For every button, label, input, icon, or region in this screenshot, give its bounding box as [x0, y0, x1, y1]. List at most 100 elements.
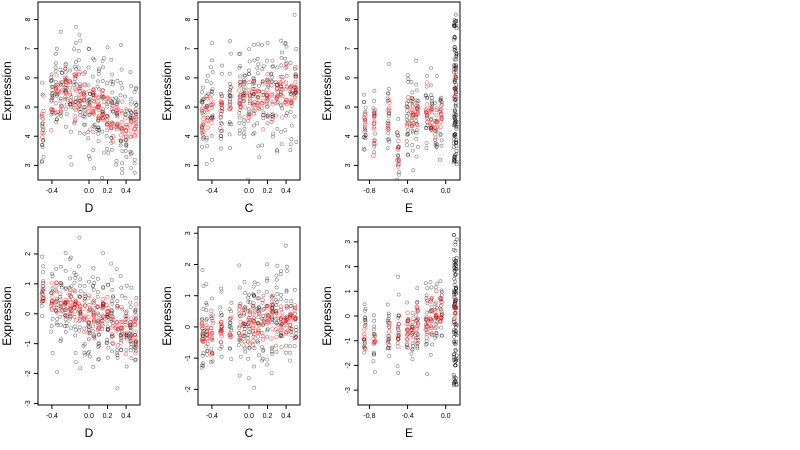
raw-point	[256, 289, 261, 294]
fit-point	[246, 110, 252, 115]
fit-point	[73, 117, 78, 122]
raw-point	[278, 103, 283, 108]
fit-point	[283, 80, 289, 85]
raw-point	[410, 320, 415, 324]
raw-point	[205, 73, 210, 78]
raw-point	[265, 327, 270, 332]
raw-point	[292, 344, 297, 349]
fit-point	[76, 97, 82, 102]
raw-point	[241, 87, 246, 92]
fit-point	[434, 127, 439, 132]
raw-point	[120, 171, 125, 176]
fit-point	[199, 99, 204, 104]
fit-point	[362, 129, 367, 134]
fit-point	[241, 343, 246, 348]
raw-point	[72, 280, 77, 285]
raw-point	[241, 118, 246, 123]
raw-point	[59, 285, 64, 290]
raw-point	[228, 146, 232, 150]
raw-point	[454, 255, 459, 260]
fit-point	[123, 351, 129, 357]
fit-point	[247, 114, 252, 120]
raw-point	[429, 66, 434, 71]
fit-point	[115, 343, 120, 348]
raw-point	[68, 276, 73, 281]
fit-point	[385, 108, 390, 113]
fit-point	[73, 74, 78, 79]
raw-point	[273, 343, 278, 348]
fit-point	[287, 312, 293, 318]
raw-point	[49, 79, 53, 83]
fit-point	[59, 103, 64, 108]
raw-point	[238, 64, 243, 69]
raw-point	[278, 272, 283, 277]
fit-point	[209, 105, 215, 111]
raw-point	[97, 67, 101, 72]
fit-point	[132, 132, 137, 138]
fit-point	[105, 122, 110, 127]
fit-point	[410, 103, 415, 109]
raw-point	[238, 333, 242, 338]
fit-point	[91, 310, 96, 315]
raw-point	[134, 87, 139, 91]
fit-point	[363, 346, 368, 351]
raw-point	[371, 350, 376, 355]
fit-point	[109, 325, 114, 330]
y-tick-label: 5	[345, 105, 352, 109]
raw-point	[69, 326, 74, 331]
fit-point	[63, 75, 68, 80]
fit-point	[110, 139, 116, 144]
raw-point	[453, 155, 458, 160]
raw-point	[265, 113, 270, 118]
fit-point	[73, 318, 79, 323]
fit-point	[228, 85, 234, 90]
raw-point	[229, 357, 234, 362]
fit-point	[219, 320, 224, 325]
raw-point	[292, 12, 297, 17]
raw-point	[91, 324, 95, 329]
fit-point	[251, 319, 257, 324]
raw-point	[424, 293, 429, 298]
raw-point	[100, 79, 105, 83]
fit-point	[363, 112, 368, 118]
raw-point	[247, 47, 251, 52]
raw-point	[68, 85, 72, 90]
raw-point	[120, 86, 125, 90]
y-tick-label: 4	[185, 134, 192, 138]
raw-point	[260, 345, 264, 350]
raw-point	[87, 350, 92, 354]
fit-point	[208, 337, 214, 342]
raw-point	[415, 346, 420, 351]
fit-point	[415, 322, 421, 328]
raw-point	[246, 324, 251, 329]
raw-point	[429, 285, 434, 290]
raw-point	[451, 373, 456, 377]
panel-5: -0.4 0.0 0.2 0.4 -2 -1 0 1 2 3 C Expression	[160, 226, 301, 440]
fit-point	[129, 337, 134, 343]
fit-point	[91, 109, 96, 114]
fit-point	[86, 295, 91, 301]
raw-point	[405, 300, 410, 305]
x-tick-label: -0.4	[206, 188, 218, 195]
raw-point	[96, 311, 100, 316]
raw-point	[128, 300, 133, 305]
raw-point	[96, 131, 101, 136]
fit-point	[424, 110, 430, 115]
fit-point	[410, 112, 415, 118]
x-axis-label: C	[245, 426, 254, 440]
fit-point	[242, 92, 247, 97]
raw-point	[270, 134, 275, 139]
x-tick-label: 0.0	[244, 188, 254, 195]
raw-point	[205, 104, 210, 109]
raw-point	[294, 327, 299, 332]
fit-point	[280, 93, 285, 99]
raw-point	[109, 261, 114, 266]
raw-point	[405, 131, 410, 136]
raw-point	[219, 286, 224, 291]
raw-point	[260, 358, 265, 363]
fit-point	[238, 319, 243, 325]
fit-point	[209, 331, 215, 336]
raw-point	[256, 144, 261, 149]
fit-point	[252, 108, 257, 114]
